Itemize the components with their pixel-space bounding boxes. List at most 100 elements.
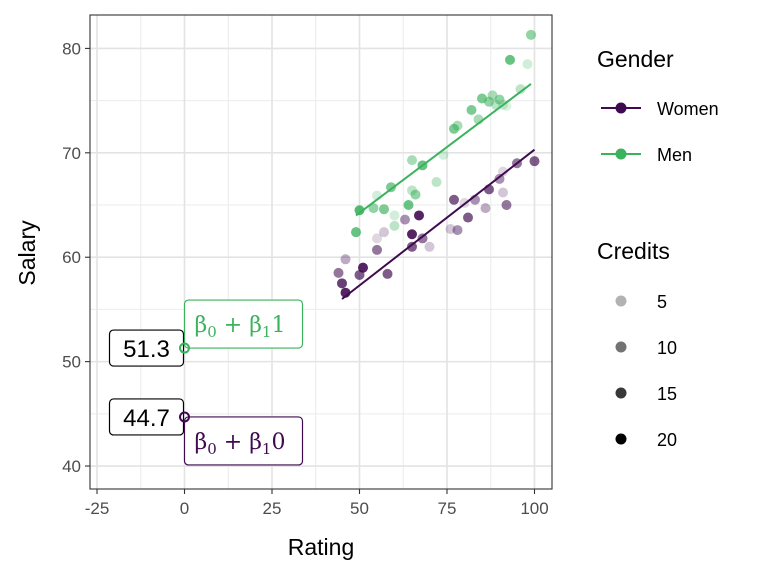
y-tick-label: 50 — [62, 353, 81, 372]
callout-44-7-equation-box — [183, 416, 304, 466]
point-men — [473, 114, 484, 125]
legend-credits-label: 5 — [657, 292, 667, 312]
legend-gender-label: Women — [657, 99, 719, 119]
callout-44-7-value: 44.7 — [123, 405, 170, 432]
point-women — [417, 233, 428, 244]
y-tick-label: 60 — [62, 248, 81, 267]
point-men — [403, 200, 414, 211]
legend-credits-swatch — [615, 341, 627, 353]
point-men — [515, 84, 526, 95]
fit-line-women — [341, 148, 536, 300]
point-women — [340, 254, 351, 265]
point-women — [400, 214, 410, 225]
point-men — [417, 160, 428, 171]
point-men — [368, 203, 379, 214]
point-men — [526, 29, 536, 40]
point-women — [358, 262, 368, 273]
point-women — [340, 287, 351, 298]
panel-border — [89, 14, 553, 490]
legend-gender-title: Gender — [597, 46, 674, 72]
callout-51-3-equation-box — [183, 299, 304, 349]
point-men — [522, 59, 533, 70]
x-tick-label: 25 — [263, 499, 282, 518]
callout-51-3-equation: β0 + β11 — [195, 313, 286, 341]
legend-gender-swatch — [615, 102, 627, 114]
legend-credits-label: 15 — [657, 384, 677, 404]
point-men — [389, 210, 400, 221]
legend-credits-label: 20 — [657, 430, 677, 450]
point-women — [407, 241, 417, 252]
fit-line-men — [355, 83, 532, 217]
point-women — [459, 197, 470, 208]
legend: Gender Women Men Credits 5 10 15 20 — [597, 46, 719, 450]
point-women — [498, 166, 508, 177]
point-women — [529, 156, 540, 167]
callout-51-3-value: 51.3 — [123, 336, 170, 363]
legend-credits-label: 10 — [657, 338, 677, 358]
point-women — [452, 225, 463, 236]
point-women — [480, 203, 491, 214]
legend-credits-items: 5 10 15 20 — [615, 292, 677, 450]
point-men — [449, 123, 459, 134]
point-men — [379, 204, 389, 215]
legend-gender-items: Women Men — [601, 99, 719, 165]
data-points — [333, 29, 540, 298]
point-men — [386, 182, 396, 193]
y-axis-title: Salary — [14, 220, 40, 286]
point-women — [494, 173, 505, 184]
legend-gender-swatch — [615, 148, 627, 160]
x-tick-label: -25 — [85, 499, 110, 518]
point-women — [445, 224, 456, 235]
point-women — [498, 187, 508, 198]
grid-major — [90, 15, 552, 489]
point-men — [389, 220, 400, 231]
y-tick-label: 40 — [62, 457, 81, 476]
point-women — [382, 268, 393, 279]
intercept-callouts: 51.3 β0 + β11 44.7 β0 + β10 — [108, 299, 304, 466]
point-women — [484, 184, 494, 195]
point-men — [438, 149, 449, 160]
point-men — [505, 54, 515, 65]
point-men — [452, 120, 463, 131]
x-tick-label: 0 — [180, 499, 189, 518]
callout-44-7-value-box — [108, 398, 185, 436]
legend-credits-title: Credits — [597, 238, 670, 264]
legend-gender-label: Men — [657, 145, 692, 165]
point-women — [512, 158, 522, 169]
x-axis: -25 0 25 50 75 100 — [85, 489, 549, 518]
callout-51-3-marker — [179, 342, 190, 354]
point-women — [407, 229, 417, 240]
legend-credits-swatch — [615, 433, 627, 445]
y-tick-label: 80 — [62, 39, 81, 58]
point-women — [463, 212, 473, 223]
point-men — [410, 189, 421, 200]
point-men — [372, 190, 382, 201]
x-tick-label: 75 — [438, 499, 457, 518]
y-axis: 40 50 60 70 80 — [62, 39, 90, 476]
point-men — [484, 96, 494, 107]
point-men — [354, 205, 365, 216]
point-women — [449, 194, 459, 205]
legend-credits-swatch — [615, 295, 627, 307]
point-men — [351, 227, 361, 238]
callout-44-7-marker — [179, 411, 190, 423]
point-men — [498, 99, 508, 110]
point-men — [494, 94, 505, 105]
point-women — [414, 210, 424, 221]
legend-credits-swatch — [615, 387, 627, 399]
callout-44-7-equation: β0 + β10 — [195, 430, 286, 458]
x-tick-label: 100 — [520, 499, 548, 518]
point-women — [424, 241, 435, 252]
point-women — [470, 194, 480, 205]
point-men — [407, 155, 417, 166]
point-men — [466, 105, 477, 116]
point-women — [333, 267, 344, 278]
point-men — [431, 177, 442, 188]
point-men — [501, 100, 512, 111]
x-tick-label: 50 — [350, 499, 369, 518]
callout-51-3-value-box — [108, 329, 185, 367]
point-women — [379, 227, 389, 238]
y-tick-label: 70 — [62, 144, 81, 163]
